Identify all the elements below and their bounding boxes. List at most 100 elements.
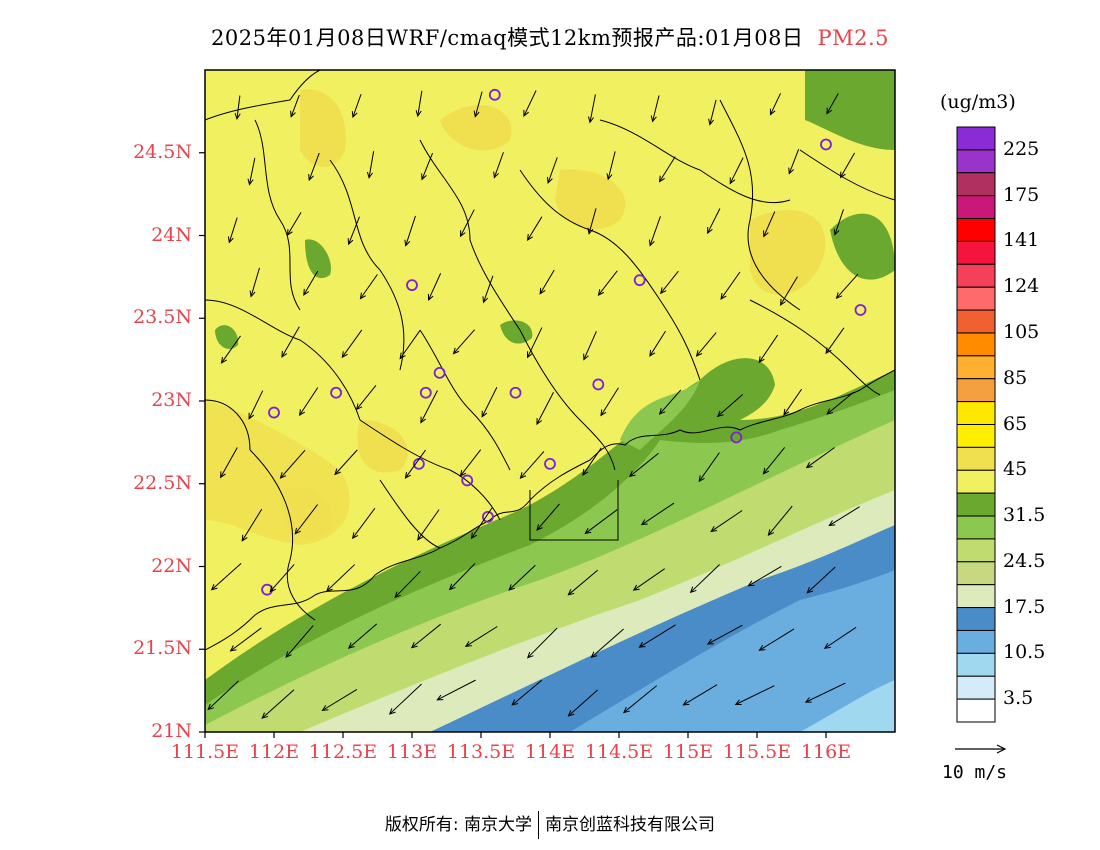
district-boundary (249, 449, 316, 621)
wind-arrow (622, 685, 658, 714)
colorbar-swatch (956, 652, 996, 677)
wind-arrow (269, 564, 295, 593)
province-boundary (205, 70, 321, 121)
wind-arrow (464, 626, 498, 647)
station-marker (406, 279, 418, 292)
wind-arrow (436, 679, 476, 701)
colorbar (956, 126, 996, 723)
lon-tick-label: 113E (386, 741, 438, 763)
colorbar-label: 175 (1003, 183, 1040, 206)
wind-arrow (682, 684, 718, 706)
green-31-patch (305, 239, 331, 279)
green-24-band (620, 380, 700, 450)
wind-arrow (481, 387, 498, 418)
wind-arrow (828, 506, 860, 527)
district-boundary (749, 299, 881, 396)
wind-arrow (716, 394, 743, 418)
wind-arrow (758, 628, 795, 651)
wind-reference-arrow (955, 744, 1007, 754)
district-boundary (719, 99, 801, 311)
wind-arrow (294, 504, 318, 535)
wind-arrow (763, 211, 776, 238)
colorbar-swatch (956, 401, 996, 426)
colorbar-swatch (956, 607, 996, 631)
wind-arrow (597, 270, 618, 296)
wind-reference-label: 10 m/s (942, 762, 1008, 783)
map-title: 2025年01月08日WRF/cmaq模式12km预报产品:01月08日 PM2.… (0, 22, 1100, 52)
title-pollutant: PM2.5 (817, 26, 889, 50)
colorbar-swatch (956, 515, 996, 540)
pale-yellow-patch (280, 487, 332, 540)
wind-arrow (523, 90, 537, 117)
colorbar-swatch (956, 263, 996, 288)
wind-arrow (660, 270, 679, 295)
colorbar-swatch (956, 355, 996, 380)
wind-arrow (567, 689, 598, 717)
wind-arrow (650, 95, 660, 123)
wind-arrow (326, 564, 356, 592)
wind-arrow (241, 508, 263, 542)
footer-left: 版权所有: 南京大学 (384, 815, 533, 835)
district-boundary (359, 419, 501, 521)
station-marker (544, 457, 556, 470)
colorbar-label: 31.5 (1003, 504, 1046, 527)
wind-arrow (567, 569, 599, 596)
station-marker (820, 138, 832, 151)
colorbar-label: 3.5 (1003, 687, 1034, 710)
wind-arrow (804, 682, 846, 703)
colorbar-swatch (956, 332, 996, 357)
wind-arrow (207, 680, 239, 711)
colorbar-swatch (956, 584, 996, 609)
copyright-footer: 版权所有: 南京大学 南京创蓝科技有限公司 (0, 810, 1100, 839)
colorbar-label: 24.5 (1003, 549, 1046, 572)
colorbar-swatch (956, 561, 996, 586)
wind-arrow (347, 623, 378, 649)
wind-arrow (658, 389, 682, 415)
colorbar-swatch (956, 126, 996, 151)
wind-arrow (334, 449, 358, 476)
lat-tick-label: 24.5N (133, 140, 192, 163)
wind-arrow (394, 571, 421, 599)
colorbar-swatch (956, 195, 996, 220)
colorbar-units: (ug/m3) (940, 91, 1016, 113)
title-main: 2025年01月08日WRF/cmaq模式12km预报产品:01月08日 (211, 26, 804, 50)
wind-arrow (366, 151, 375, 179)
wind-arrow (308, 152, 320, 182)
district-boundary (379, 479, 441, 549)
station-marker (330, 386, 343, 399)
wind-arrow (823, 626, 857, 649)
wind-arrow (536, 392, 554, 426)
colorbar-label: 124 (1003, 275, 1040, 298)
lat-tick-label: 24N (151, 223, 192, 246)
lon-tick-label: 114.5E (584, 741, 654, 763)
wind-arrow (355, 384, 377, 411)
wind-arrow (415, 90, 423, 118)
colorbar-swatch (956, 218, 996, 242)
wind-arrow (584, 509, 618, 535)
wind-arrow (298, 387, 319, 417)
wind-arrow (286, 212, 302, 237)
colorbar-label: 85 (1003, 366, 1028, 389)
wind-arrow (767, 505, 793, 536)
station-marker (433, 366, 446, 379)
wind-arrow (279, 449, 306, 479)
wind-arrow (459, 449, 482, 477)
district-boundary (329, 159, 405, 371)
wind-arrow (448, 563, 476, 591)
wind-arrow (734, 685, 775, 706)
wind-arrow (210, 563, 242, 591)
wind-arrow (536, 503, 560, 531)
wind-arrow (229, 627, 262, 652)
wind-arrow (729, 157, 744, 185)
station-marker (481, 510, 494, 523)
colorbar-swatch (956, 492, 996, 517)
wind-arrow (658, 156, 676, 183)
pale-yellow-patch (555, 169, 626, 230)
wind-arrow (825, 327, 845, 355)
wind-arrow (839, 152, 856, 179)
lon-tick-label: 112.5E (308, 741, 378, 763)
wind-arrow (698, 452, 720, 483)
wind-arrow (511, 679, 543, 706)
colorbar-swatch (956, 538, 996, 563)
lon-tick-label: 114E (524, 741, 576, 763)
